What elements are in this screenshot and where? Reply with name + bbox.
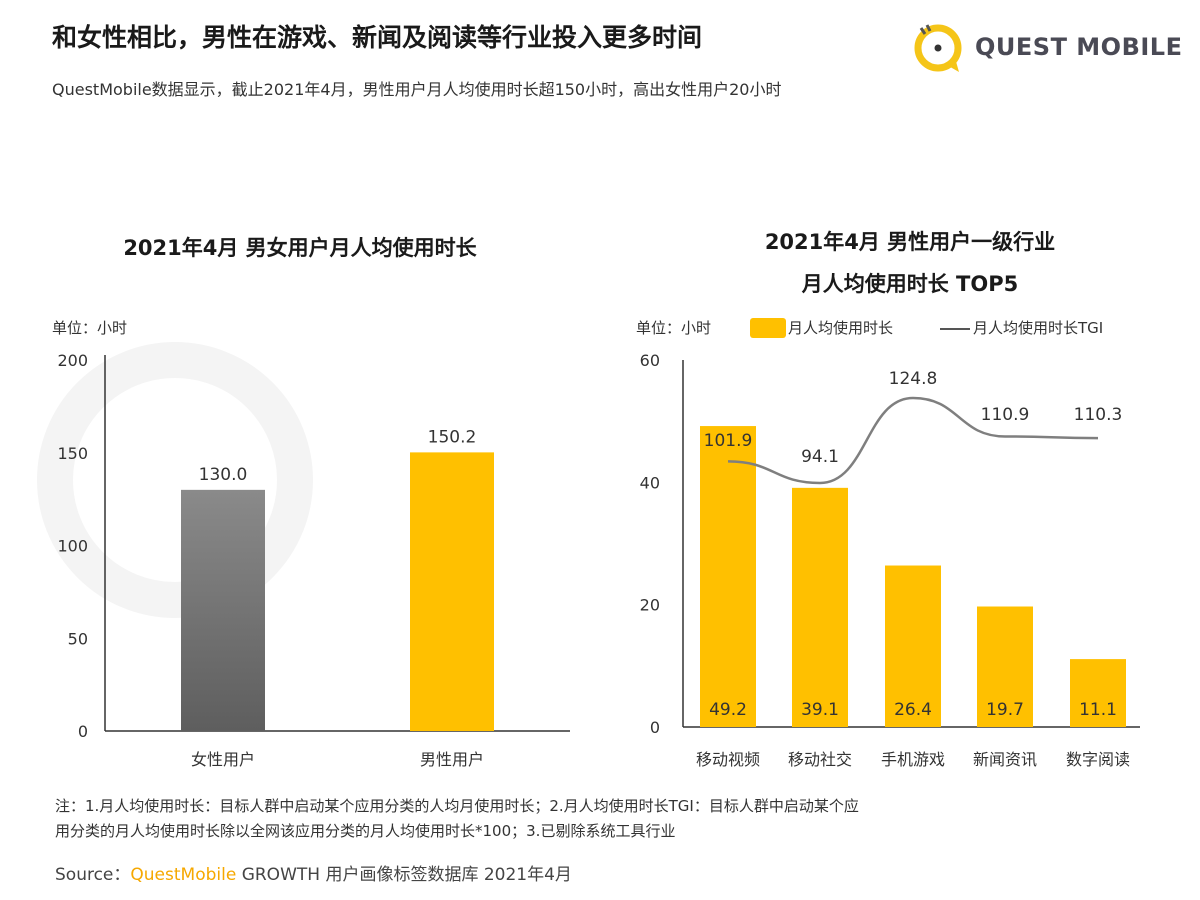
page-title: 和女性相比，男性在游戏、新闻及阅读等行业投入更多时间 — [52, 23, 703, 52]
right-bar-value: 11.1 — [1079, 700, 1117, 720]
right-bar-value: 39.1 — [801, 700, 839, 720]
tgi-value-label: 101.9 — [704, 431, 753, 451]
tgi-line — [727, 396, 1099, 485]
right-bar — [700, 426, 756, 727]
note-line-1: 注：1.月人均使用时长：目标人群中启动某个应用分类的人均月使用时长；2.月人均使… — [55, 797, 859, 815]
right-chart-title-line1: 2021年4月 男性用户一级行业 — [764, 230, 1056, 254]
note-line-2: 用分类的月人均使用时长除以全网该应用分类的月人均使用时长*100；3.已剔除系统… — [55, 822, 676, 840]
left-y-tick: 0 — [78, 722, 88, 741]
tgi-value-label: 124.8 — [889, 369, 938, 389]
right-unit-label: 单位：小时 — [636, 319, 712, 337]
legend-bar-label: 月人均使用时长 — [788, 319, 894, 337]
right-bar — [1070, 659, 1126, 727]
right-category-label: 手机游戏 — [881, 750, 945, 769]
right-y-tick: 40 — [640, 473, 660, 492]
right-bar-value: 19.7 — [986, 700, 1024, 720]
right-category-label: 移动社交 — [788, 750, 852, 769]
right-bar-value: 49.2 — [709, 700, 747, 720]
source-prefix: Source： — [55, 865, 131, 885]
left-chart-title: 2021年4月 男女用户月人均使用时长 — [123, 236, 477, 260]
right-bar — [792, 487, 848, 727]
right-category-label: 新闻资讯 — [973, 750, 1037, 769]
left-category-label: 女性用户 — [191, 750, 255, 769]
right-bar — [885, 565, 941, 727]
right-y-tick: 60 — [640, 351, 660, 370]
left-y-tick: 100 — [57, 537, 88, 556]
left-y-tick: 50 — [68, 629, 88, 648]
left-bar-female — [181, 489, 265, 731]
right-bar-value: 26.4 — [894, 700, 932, 720]
tgi-value-label: 110.3 — [1074, 405, 1123, 425]
right-category-label: 数字阅读 — [1066, 750, 1130, 769]
tgi-value-label: 110.9 — [981, 405, 1030, 425]
legend-line-label: 月人均使用时长TGI — [973, 319, 1104, 337]
quest-mobile-logo-icon — [914, 24, 962, 72]
page-subtitle: QuestMobile数据显示，截止2021年4月，男性用户月人均使用时长超15… — [52, 80, 782, 99]
right-bar — [977, 606, 1033, 727]
left-bar-value: 150.2 — [428, 427, 477, 447]
right-category-label: 移动视频 — [696, 750, 760, 769]
source-rest: GROWTH 用户画像标签数据库 2021年4月 — [236, 865, 572, 885]
source: Source：QuestMobile GROWTH 用户画像标签数据库 2021… — [55, 860, 572, 885]
right-y-tick: 0 — [650, 718, 660, 737]
right-y-tick: 20 — [640, 596, 660, 615]
left-bar-value: 130.0 — [199, 465, 248, 485]
tgi-value-label: 94.1 — [801, 447, 839, 467]
left-y-tick: 200 — [57, 351, 88, 370]
left-unit-label: 单位：小时 — [52, 319, 128, 337]
left-category-label: 男性用户 — [420, 750, 484, 769]
left-y-tick: 150 — [57, 444, 88, 463]
right-chart-title-line2: 月人均使用时长 TOP5 — [801, 272, 1019, 296]
left-bar-male — [410, 452, 494, 731]
legend-bar-swatch — [750, 318, 786, 338]
source-brand: QuestMobile — [130, 865, 237, 885]
logo-text: QUEST MOBILE — [975, 33, 1183, 61]
legend-line-swatch — [940, 328, 970, 330]
